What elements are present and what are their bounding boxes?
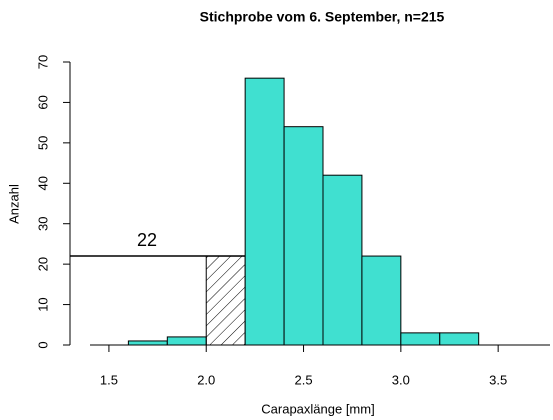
- bar: [127, 340, 168, 346]
- y-tick-label: 20: [35, 257, 50, 271]
- bar: [244, 77, 285, 346]
- bar: [283, 126, 324, 346]
- reference-label: 22: [137, 230, 157, 250]
- x-tick-label: 2.5: [294, 372, 312, 387]
- y-tick-label: 60: [35, 95, 50, 109]
- y-tick-label: 0: [35, 341, 50, 348]
- x-tick-label: 3.5: [489, 372, 507, 387]
- x-tick-label: 2.0: [197, 372, 215, 387]
- bar: [400, 332, 441, 346]
- y-axis-label: Anzahl: [6, 184, 21, 224]
- y-tick-label: 40: [35, 176, 50, 190]
- y-tick-label: 50: [35, 136, 50, 150]
- bar: [166, 336, 207, 346]
- bar: [361, 255, 402, 346]
- hatched-bar: [205, 255, 246, 346]
- chart-title: Stichprobe vom 6. September, n=215: [200, 9, 445, 25]
- bar: [439, 332, 480, 346]
- x-tick-label: 3.0: [392, 372, 410, 387]
- bar: [322, 174, 363, 346]
- x-tick-label: 1.5: [100, 372, 118, 387]
- y-tick-label: 10: [35, 297, 50, 311]
- x-axis-label: Carapaxlänge [mm]: [261, 401, 374, 416]
- y-tick-label: 30: [35, 216, 50, 230]
- y-tick-label: 70: [35, 55, 50, 69]
